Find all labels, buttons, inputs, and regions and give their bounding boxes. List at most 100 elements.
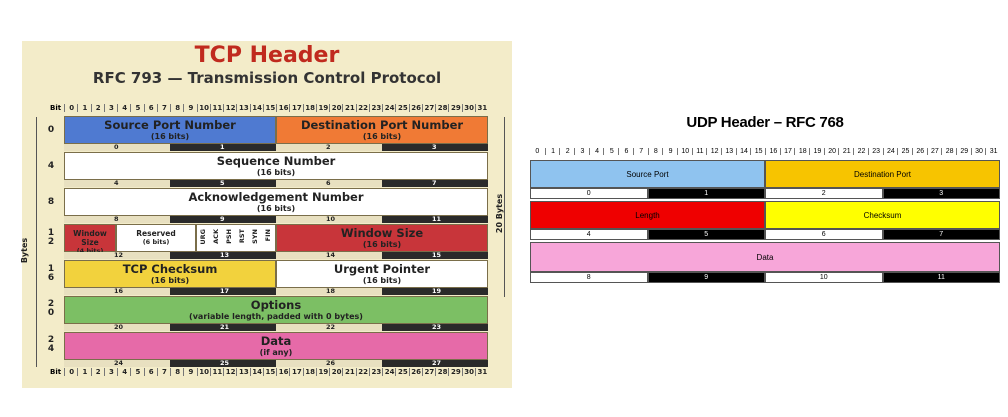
byte-index: 16 [64, 287, 170, 295]
udp-bit-number: 2 [559, 148, 575, 155]
bit-number: 8 [170, 104, 184, 112]
udp-bit-ruler: 0 1 2 3 4 5 6 7 8 9 10 11 12 13 14 15 16 17 18 19 20 21 22 23 24… [530, 148, 1000, 158]
udp-bit-number: 31 [985, 148, 1001, 155]
udp-byte-index: 3 [882, 188, 1000, 199]
byte-index: 13 [170, 251, 276, 259]
byte-index: 1 [170, 143, 276, 151]
udp-source-port-field: Source Port [530, 160, 765, 188]
udp-bit-number: 20 [823, 148, 840, 155]
bit-number: 10 [196, 368, 211, 376]
byte-index: 26 [276, 359, 382, 367]
bit-number: 12 [223, 104, 237, 112]
udp-dest-port-field: Destination Port [765, 160, 1000, 188]
bit-number: 1 [77, 368, 91, 376]
udp-bit-number: 10 [676, 148, 693, 155]
bit-number: 25 [395, 368, 409, 376]
flag-rst: RST [238, 229, 246, 244]
row-label-16: 1 6 [47, 264, 55, 283]
udp-title: UDP Header – RFC 768 [686, 114, 844, 131]
bit-number: 0 [64, 104, 78, 112]
udp-bit-number: 14 [735, 148, 752, 155]
udp-byte-index: 11 [882, 272, 1000, 283]
udp-byte-index: 8 [530, 272, 648, 283]
byte-index: 20 [64, 323, 170, 331]
byte-index: 12 [64, 251, 170, 259]
udp-byte-index: 0 [530, 188, 648, 199]
total-bytes-line [504, 117, 505, 297]
total-bytes-label: 20 Bytes [495, 193, 505, 234]
bit-number: 24 [382, 368, 396, 376]
udp-bit-number: 6 [618, 148, 634, 155]
byte-index: 25 [170, 359, 276, 367]
bit-number: 25 [395, 104, 409, 112]
byte-index: 22 [276, 323, 382, 331]
udp-bit-number: 15 [750, 148, 766, 155]
bit-number: 1 [77, 104, 91, 112]
byte-index: 6 [276, 179, 382, 187]
tcp-subtitle: RFC 793 — Transmission Control Protocol [92, 69, 442, 87]
bit-number: 29 [448, 104, 462, 112]
bytes-axis-label: Bytes [20, 237, 30, 264]
bit-number: 4 [117, 104, 131, 112]
byte-index: 7 [382, 179, 488, 187]
udp-bit-number: 7 [632, 148, 649, 155]
udp-bit-number: 23 [867, 148, 884, 155]
udp-byte-index: 5 [647, 229, 765, 240]
bit-number: 27 [421, 104, 436, 112]
udp-length-field: Length [530, 201, 765, 229]
bit-number: 7 [156, 368, 171, 376]
flag-fin: FIN [264, 229, 272, 242]
udp-bit-number: 30 [970, 148, 987, 155]
bit-number: 9 [183, 104, 197, 112]
byte-index: 15 [382, 251, 488, 259]
udp-bit-number: 8 [647, 148, 664, 155]
byte-index: 19 [382, 287, 488, 295]
byte-index: 8 [64, 215, 170, 223]
bit-number: 17 [289, 368, 303, 376]
bit-number: 15 [262, 368, 277, 376]
bit-number: 5 [130, 104, 144, 112]
udp-bit-number: 13 [720, 148, 737, 155]
data-field: Data (if any) [64, 332, 488, 360]
row-label-0: 0 [47, 125, 55, 135]
reserved-field: Reserved (6 bits) [116, 224, 196, 252]
bit-number: 30 [461, 368, 476, 376]
bit-number: 27 [421, 368, 436, 376]
bit-number: 18 [302, 104, 317, 112]
udp-bit-number: 27 [926, 148, 943, 155]
bit-number: 3 [103, 368, 118, 376]
bit-number: 8 [170, 368, 184, 376]
byte-index: 24 [64, 359, 170, 367]
udp-bit-number: 0 [535, 148, 540, 155]
row-label-24: 2 4 [47, 335, 55, 354]
udp-bit-number: 24 [882, 148, 899, 155]
udp-bit-number: 5 [603, 148, 619, 155]
byte-index: 21 [170, 323, 276, 331]
udp-bit-number: 17 [779, 148, 796, 155]
udp-bit-number: 16 [765, 148, 781, 155]
bit-number: 0 [64, 368, 78, 376]
udp-byte-index: 9 [647, 272, 765, 283]
bit-number: 19 [315, 368, 330, 376]
sequence-number-field: Sequence Number (16 bits) [64, 152, 488, 180]
bit-number: 15 [262, 104, 277, 112]
urgent-pointer-field: Urgent Pointer (16 bits) [276, 260, 488, 288]
bit-number: 29 [448, 368, 462, 376]
udp-bit-number: 19 [809, 148, 825, 155]
byte-index: 4 [64, 179, 170, 187]
udp-bit-number: 25 [897, 148, 913, 155]
byte-index: 18 [276, 287, 382, 295]
byte-index: 10 [276, 215, 382, 223]
bit-number: 2 [90, 368, 105, 376]
row-label-4: 4 [47, 161, 55, 171]
bit-number: 6 [143, 368, 158, 376]
udp-bit-number: 28 [941, 148, 957, 155]
bit-number: 18 [302, 368, 317, 376]
byte-index: 5 [170, 179, 276, 187]
bit-number: 2 [90, 104, 105, 112]
bit-number: 16 [276, 104, 290, 112]
window-size-4bit-field: Window Size (4 bits) [64, 224, 116, 255]
bit-label-bottom: Bit [50, 368, 62, 376]
byte-index: 3 [382, 143, 488, 151]
byte-index: 2 [276, 143, 382, 151]
